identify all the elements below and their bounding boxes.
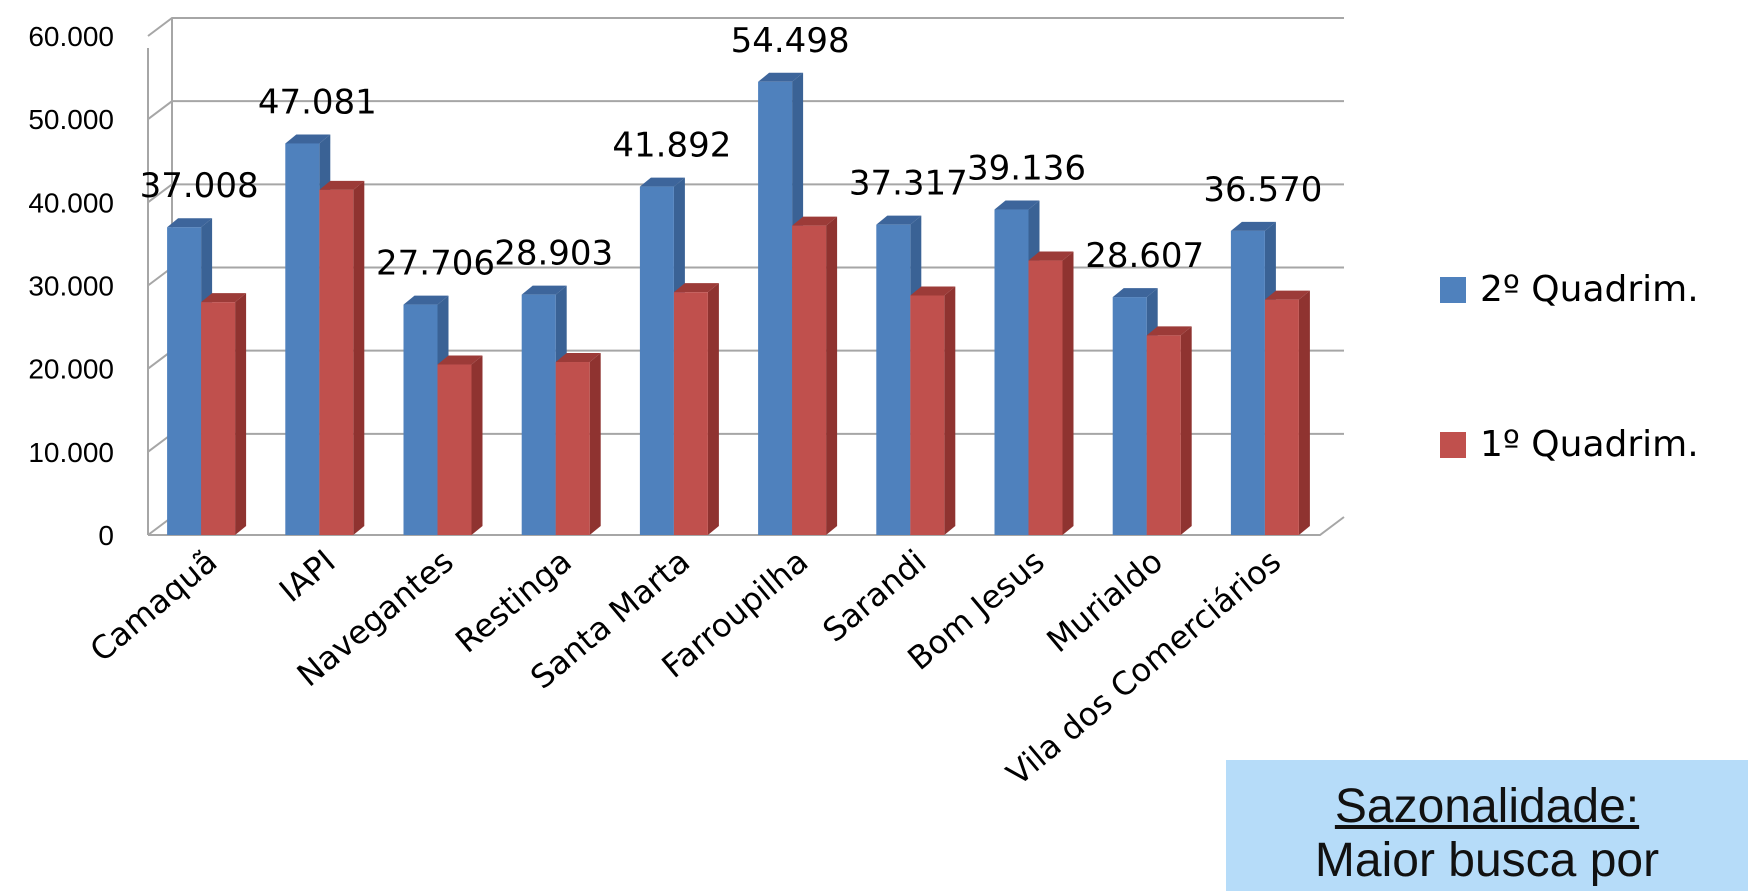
bar-top [910,286,956,296]
y-tick-label: 20.000 [28,354,114,385]
bar-front [673,292,708,535]
bar-side [1062,251,1074,536]
bar-top [1028,251,1074,261]
bar-side [1298,290,1310,535]
bar-side [471,355,483,535]
bar-top [876,215,922,225]
x-tick-label: Sarandi [815,542,933,650]
bar-q1 [673,283,719,535]
bar-top [1230,221,1276,231]
bars [167,72,1310,536]
bar-q1 [1146,326,1192,535]
bar-top [285,134,331,144]
gridline [147,17,1344,37]
bar-side [944,286,956,535]
note-body: Maior busca por [1314,834,1660,887]
bar-front [1230,230,1265,535]
bar-side [826,216,838,535]
bar-front [555,362,590,535]
data-label: 41.892 [612,126,731,166]
gridline [147,183,1344,204]
data-label: 36.570 [1203,170,1322,210]
legend-label: 1º Quadrim. [1480,424,1699,465]
gridline [147,100,1344,120]
bar-top [167,218,213,228]
bar-q1 [1264,290,1310,535]
data-label: 54.498 [731,21,850,61]
bar-front [876,224,911,535]
bar-front [167,227,202,535]
bar-front [521,294,556,535]
x-tick-label: Camaquã [83,542,225,669]
bar-top [403,295,449,305]
bar-front [437,364,472,535]
bar-front [1112,297,1147,535]
data-label: 39.136 [967,149,1086,189]
bar-front [403,304,438,535]
data-label: 37.008 [140,166,259,206]
bar-front [1028,260,1063,535]
bar-front [285,143,320,535]
bar-side [235,293,247,535]
bar-q1 [910,286,956,535]
bar-front [910,295,945,535]
bar-side [707,283,719,535]
y-tick-label: 60.000 [28,21,114,52]
seasonality-note: Sazonalidade: Maior busca por [1226,760,1748,891]
bar-top [1112,288,1158,298]
y-tick-label: 40.000 [28,187,114,218]
bar-front [1146,335,1181,535]
bar-top [437,355,483,365]
bar-side [1180,326,1192,535]
bar-top [555,353,601,363]
bar-q1 [1028,251,1074,536]
y-tick-label: 50.000 [28,104,114,135]
bar-q1 [555,353,601,535]
x-tick-label: IAPI [272,542,342,610]
data-label: 47.081 [258,82,377,122]
data-label: 28.607 [1085,236,1204,276]
bar-front [994,209,1029,536]
bar-top [201,293,247,303]
bar-front [792,225,827,535]
y-tick-label: 30.000 [28,271,114,302]
bar-q1 [792,216,838,535]
bar-q2 [521,285,567,535]
legend-swatch [1440,277,1466,303]
bar-top [1146,326,1192,336]
bar-side [589,353,601,535]
y-axis-ticks: 0 10.000 20.000 30.000 40.000 50.000 60.000 [28,21,114,551]
legend-label: 2º Quadrim. [1480,269,1699,310]
bar-top [994,200,1040,210]
data-label: 27.706 [376,244,495,284]
bar-top [758,72,804,82]
bar-top [639,177,685,187]
bar-top [792,216,838,226]
bar-top [1264,290,1310,300]
legend-swatch [1440,432,1466,458]
bar-top [319,180,365,190]
bar-q1 [319,180,365,535]
data-labels: 37.008 47.081 27.706 28.903 41.892 54.498 37.3… [140,21,1323,284]
data-label: 28.903 [494,234,613,274]
bar-front [1264,299,1299,535]
data-label: 37.317 [849,164,968,204]
bar-side [353,180,365,535]
bar-front [758,81,793,535]
bar-q1 [201,293,247,535]
y-tick-label: 10.000 [28,437,114,468]
bar-front [319,189,354,535]
note-heading: Sazonalidade: [1334,780,1640,833]
bar-top [673,283,719,293]
legend: 2º Quadrim. 1º Quadrim. [1440,269,1699,465]
bar-top [521,285,567,295]
y-tick-label: 0 [98,520,114,551]
bar-q1 [437,355,483,535]
bar-front [639,186,674,535]
bar-front [201,302,236,535]
